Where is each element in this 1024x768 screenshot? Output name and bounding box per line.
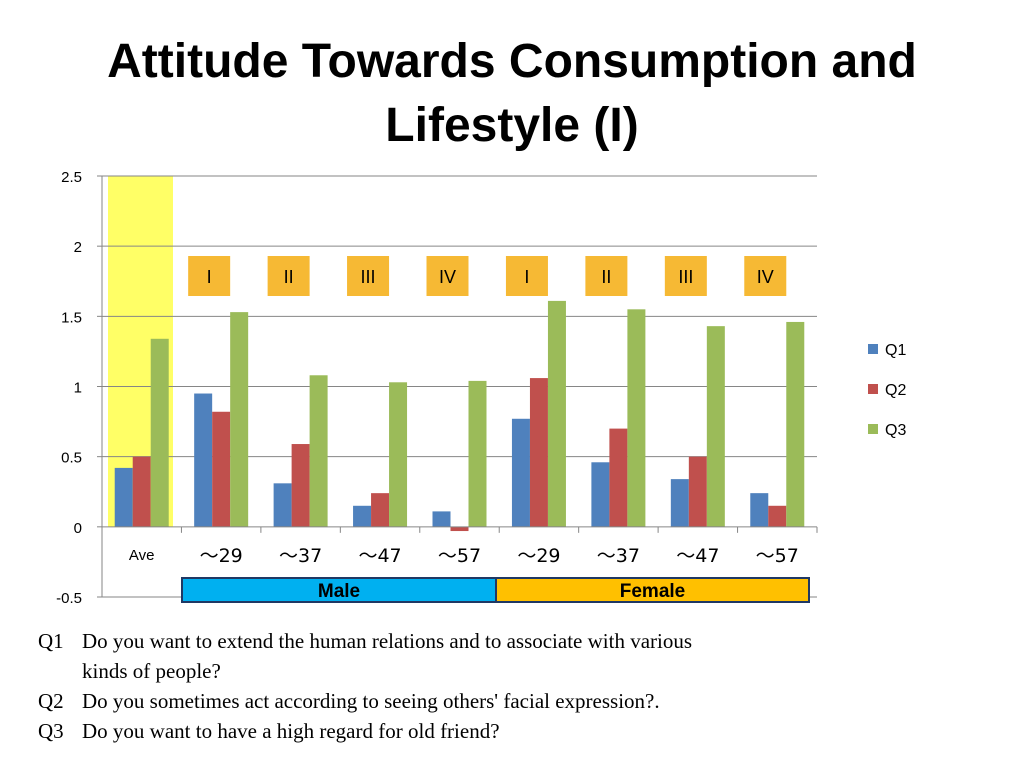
- bar-q2-6: [609, 428, 628, 527]
- y-tick-label: 2: [74, 239, 82, 256]
- bar-q2-7: [688, 456, 707, 527]
- bar-q1-0: [114, 467, 133, 527]
- group-label-box-3: [426, 256, 469, 296]
- group-label-5: II: [601, 267, 611, 287]
- legend-label-q2: Q2: [885, 382, 906, 399]
- legend-label-q1: Q1: [885, 342, 906, 359]
- note-q1-text: Do you want to extend the human relation…: [82, 629, 693, 653]
- note-q1-continuation: kinds of people?: [82, 659, 221, 683]
- bar-q3-3: [389, 382, 408, 527]
- bar-q3-1: [230, 312, 249, 527]
- y-tick-label: -0.5: [56, 590, 82, 607]
- group-label-box-1: [267, 256, 310, 296]
- bar-q1-2: [273, 483, 292, 527]
- bar-q2-3: [371, 493, 390, 527]
- gender-band-female: [495, 577, 810, 603]
- bar-q3-0: [150, 338, 169, 527]
- note-q3-label: Q3: [38, 719, 64, 743]
- group-label-box-2: [347, 256, 390, 296]
- group-label-box-7: [744, 256, 787, 296]
- group-label-box-0: [188, 256, 231, 296]
- bar-q3-5: [547, 300, 566, 527]
- bar-q2-0: [132, 456, 151, 527]
- bar-chart: 2.5 2 1.5 1 0.5 0 -0.5 Ave ～29 ～37 ～47 ～57 ～29 ～37 ～47…: [56, 169, 906, 607]
- group-label-6: III: [678, 267, 693, 287]
- bar-q3-7: [706, 326, 725, 527]
- x-tick-label-2: ～37: [279, 545, 322, 567]
- legend-swatch-q2: [868, 384, 878, 394]
- group-label-3: IV: [439, 267, 456, 287]
- chart-title-line-1: Attitude Towards Consumption and: [107, 35, 917, 88]
- chart-title: Attitude Towards Consumption and Lifesty…: [40, 30, 984, 158]
- bar-q1-8: [750, 493, 769, 527]
- chart-title-line-2: Lifestyle (I): [385, 99, 639, 152]
- x-tick-label-7: ～47: [676, 545, 719, 567]
- bar-q1-5: [511, 418, 530, 527]
- y-tick-label: 0.5: [61, 450, 82, 467]
- note-q2-text: Do you sometimes act according to seeing…: [82, 689, 660, 713]
- group-label-4: I: [524, 267, 529, 287]
- y-tick-label: 1.5: [61, 309, 82, 326]
- note-q3-text: Do you want to have a high regard for ol…: [82, 719, 500, 743]
- y-tick-label: 2.5: [61, 169, 82, 186]
- bar-q1-4: [432, 511, 451, 527]
- x-tick-label-4: ～57: [438, 545, 481, 567]
- legend-label-q3: Q3: [885, 422, 906, 439]
- y-tick-label: 0: [74, 520, 82, 537]
- group-label-1: II: [284, 267, 294, 287]
- x-tick-label-6: ～37: [597, 545, 640, 567]
- group-label-box-6: [664, 256, 707, 296]
- x-tick-label-5: ～29: [517, 545, 560, 567]
- group-label-box-5: [585, 256, 628, 296]
- group-label-0: I: [207, 267, 212, 287]
- note-q1-label: Q1: [38, 629, 64, 653]
- group-label-2: III: [361, 267, 376, 287]
- bar-q2-2: [291, 444, 310, 527]
- bar-q2-5: [529, 378, 548, 527]
- bar-q2-1: [212, 411, 231, 527]
- bar-q1-6: [591, 462, 610, 527]
- legend-swatch-q1: [868, 344, 878, 354]
- gender-band-label-female: Female: [620, 581, 685, 602]
- bar-q3-2: [309, 375, 328, 527]
- bar-q3-6: [627, 309, 646, 527]
- x-tick-label-1: ～29: [200, 545, 243, 567]
- gender-band-male: [181, 577, 497, 603]
- gender-band-label-male: Male: [318, 581, 360, 602]
- bar-q2-4: [450, 526, 469, 532]
- bar-q2-8: [768, 505, 787, 527]
- bar-q1-7: [670, 479, 689, 527]
- bar-q1-1: [194, 393, 213, 527]
- question-notes: Q1 Do you want to extend the human relati…: [38, 626, 998, 746]
- bar-q3-8: [786, 321, 805, 527]
- bar-q1-3: [353, 505, 372, 527]
- x-tick-label-8: ～57: [756, 545, 799, 567]
- group-label-7: IV: [757, 267, 774, 287]
- note-q2: Q2 Do you sometimes act according to seei…: [38, 686, 998, 716]
- x-tick-label-0: Ave: [129, 547, 155, 564]
- note-q3: Q3 Do you want to have a high regard for …: [38, 716, 998, 746]
- note-q1: Q1 Do you want to extend the human relati…: [38, 626, 998, 686]
- bar-q3-4: [468, 380, 487, 527]
- legend-swatch-q3: [868, 424, 878, 434]
- y-tick-label: 1: [74, 380, 82, 397]
- x-tick-label-3: ～47: [358, 545, 401, 567]
- note-q2-label: Q2: [38, 689, 64, 713]
- group-label-box-4: [505, 256, 548, 296]
